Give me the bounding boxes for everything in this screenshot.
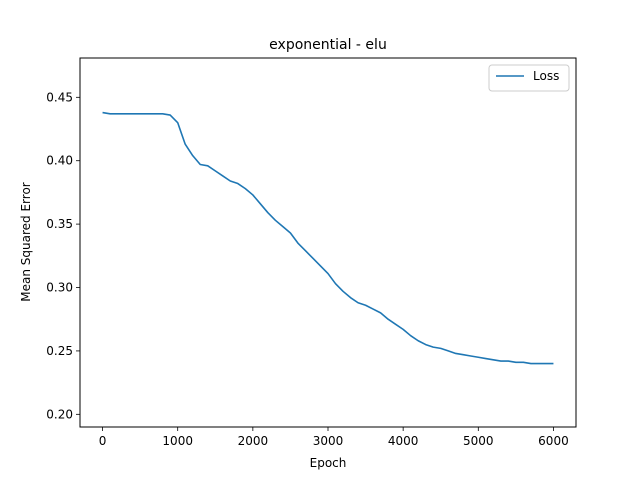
x-tick-label: 1000 — [162, 434, 193, 448]
x-tick-label: 6000 — [538, 434, 569, 448]
series-layer — [102, 111, 554, 365]
x-tick-label: 5000 — [463, 434, 494, 448]
y-tick-label: 0.30 — [46, 281, 73, 295]
y-tick-label: 0.35 — [46, 217, 73, 231]
x-tick-label: 0 — [99, 434, 107, 448]
y-axis-label: Mean Squared Error — [19, 182, 33, 302]
chart-title: exponential - elu — [269, 37, 387, 53]
y-axis: 0.20 0.25 0.30 0.35 0.40 0.45 — [46, 90, 80, 421]
y-tick-label: 0.20 — [46, 407, 73, 421]
legend: Loss — [488, 64, 570, 92]
x-tick-label: 3000 — [313, 434, 344, 448]
x-axis-label: Epoch — [310, 456, 347, 470]
legend-box — [488, 64, 570, 92]
legend-label: Loss — [533, 69, 559, 83]
x-axis: 0 1000 2000 3000 4000 5000 6000 — [99, 427, 569, 448]
y-tick-label: 0.25 — [46, 344, 73, 358]
series-line-loss — [102, 111, 554, 365]
y-tick-label: 0.40 — [46, 154, 73, 168]
x-tick-label: 4000 — [388, 434, 419, 448]
y-tick-label: 0.45 — [46, 90, 73, 104]
x-tick-label: 2000 — [238, 434, 269, 448]
